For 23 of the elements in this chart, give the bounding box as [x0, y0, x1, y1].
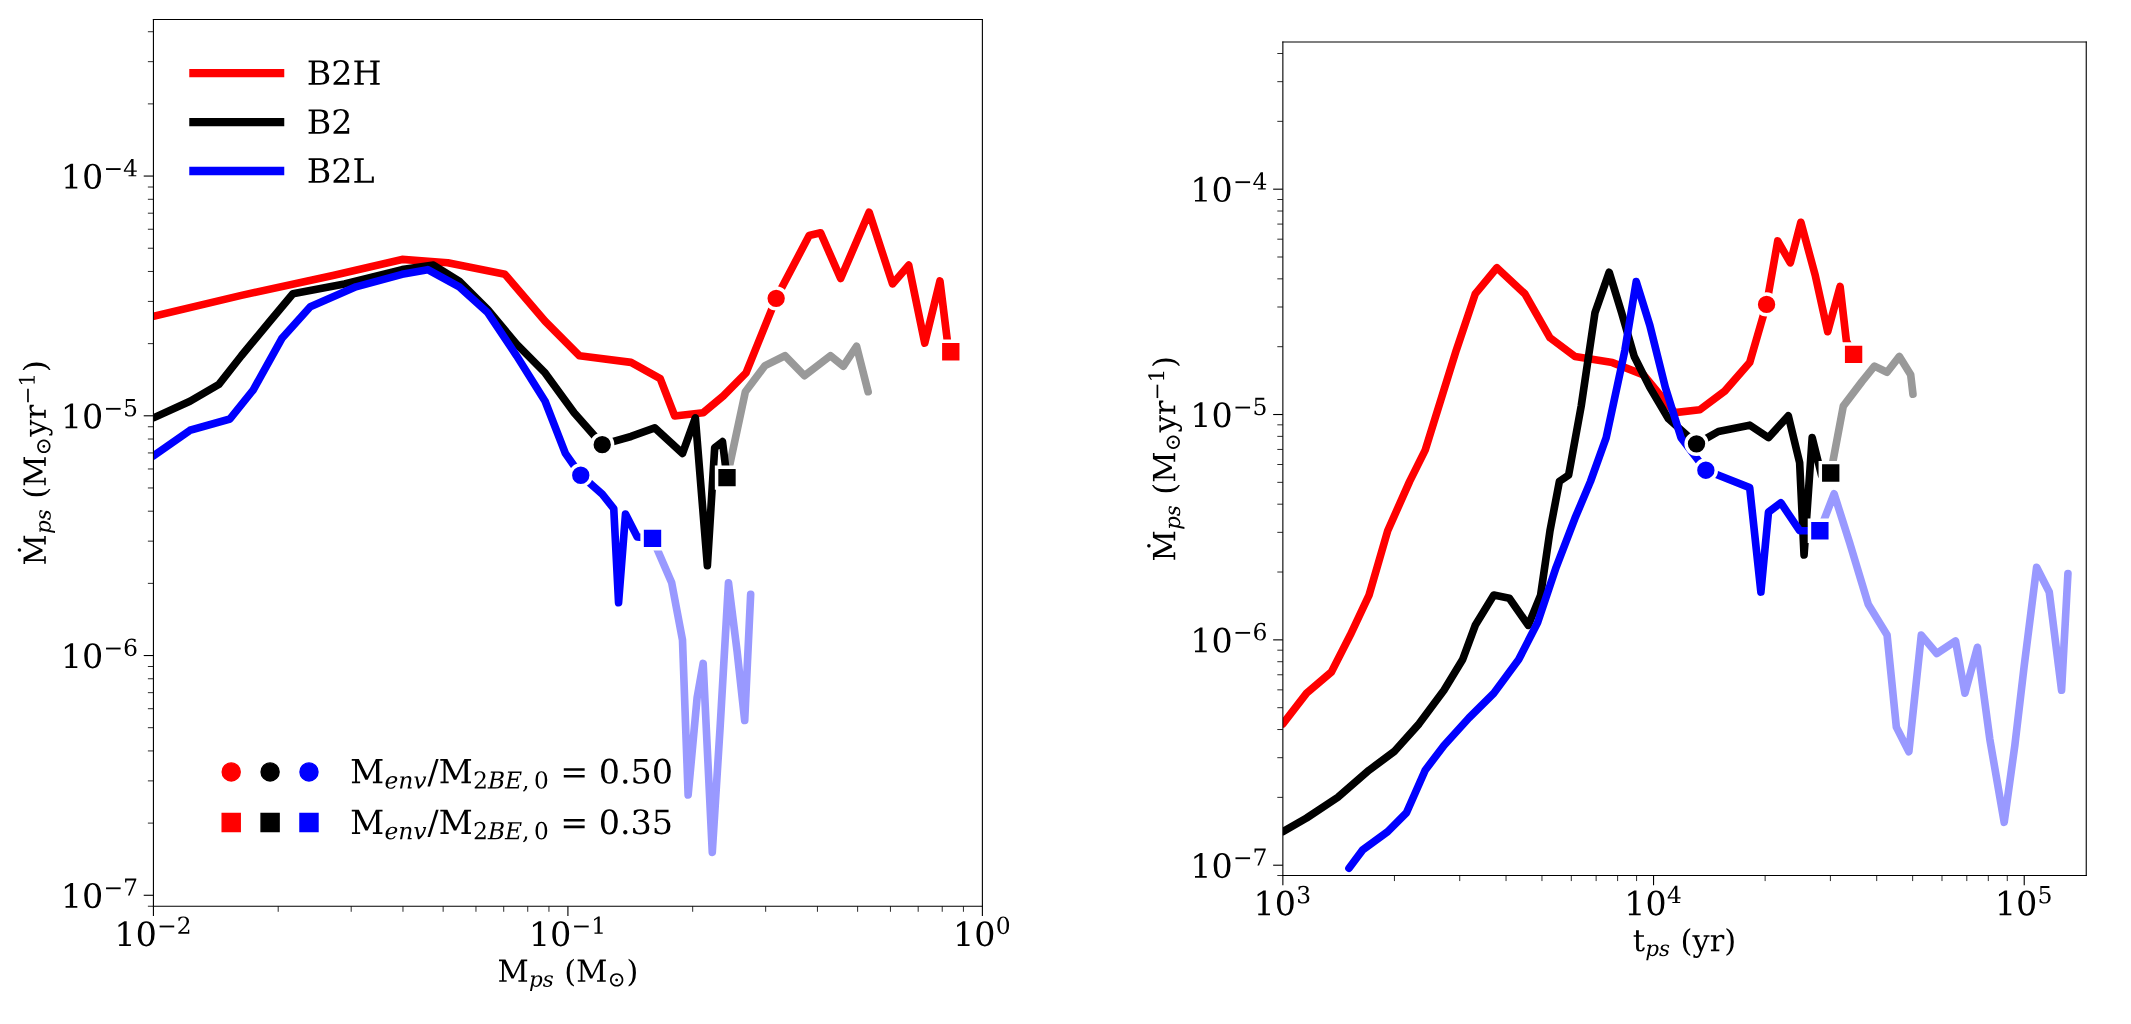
- y-tick-label: 10$^{−5}$: [64, 399, 137, 429]
- y-tick-label: 10$^{−7}$: [1194, 848, 1266, 879]
- y-tick-label: 10$^{−6}$: [1194, 622, 1266, 653]
- x-tick-label: 10$^{3}$: [1257, 885, 1310, 916]
- y-tick-label: 10$^{−7}$: [64, 878, 137, 909]
- y-axis-title: Ṁ$_{ps}$ (M$_{⊙}$yr$^{−1}$): [17, 362, 55, 564]
- x-tick-label: 10$^{0}$: [957, 916, 1010, 947]
- y-axis-title: Ṁ$_{ps}$ (M$_{⊙}$yr$^{−1}$): [1147, 358, 1185, 560]
- y-tick-label: 10$^{−4}$: [64, 159, 137, 189]
- x-axis-title: M$_{ps}$ (M$_{⊙}$): [499, 958, 636, 992]
- y-tick-label: 10$^{−5}$: [1194, 397, 1266, 428]
- legend-label: M$_{env}$/M$_{2BE,0}$ = 0.50: [351, 758, 671, 792]
- x-axis-title: t$_{ps}$ (yr): [1633, 927, 1734, 961]
- x-tick-label: 10$^{5}$: [1998, 886, 2051, 916]
- y-tick-label: 10$^{−6}$: [64, 638, 137, 669]
- y-tick-label: 10$^{−4}$: [1194, 172, 1267, 203]
- x-tick-label: 10$^{−1}$: [532, 916, 603, 947]
- legend-label: B2L: [308, 157, 374, 183]
- legend-label: B2H: [308, 60, 380, 85]
- x-tick-label: 10$^{4}$: [1628, 885, 1681, 916]
- legend-label: B2: [308, 108, 350, 134]
- legend-label: M$_{env}$/M$_{2BE,0}$ = 0.35: [351, 809, 671, 843]
- x-tick-label: 10$^{−2}$: [118, 916, 190, 947]
